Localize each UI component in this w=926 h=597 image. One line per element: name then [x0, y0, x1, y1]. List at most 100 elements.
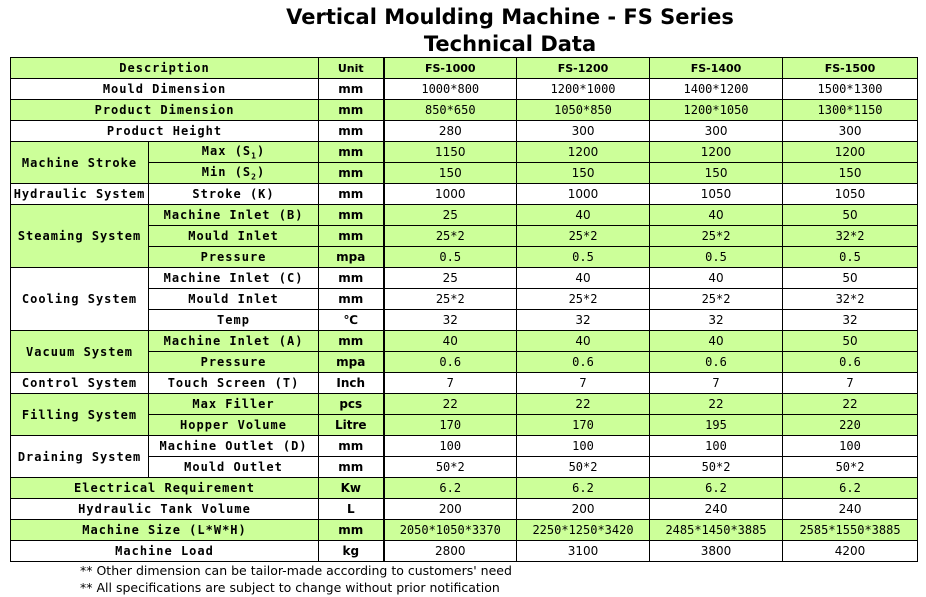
row-value: 1400*1200 [649, 78, 784, 100]
row-unit: L [318, 498, 385, 520]
row-value: 150 [649, 162, 784, 184]
row-value: 280 [382, 120, 518, 142]
row-value: 100 [782, 435, 919, 457]
page-subtitle: Technical Data [423, 32, 597, 56]
row-unit: mm [318, 288, 385, 310]
row-value: 1500*1300 [782, 78, 919, 100]
row-value: 50 [782, 204, 919, 226]
group-label: Control System [10, 372, 149, 394]
row-value: 25 [382, 267, 518, 289]
row-value: 22 [782, 393, 919, 415]
row-unit: Inch [318, 372, 385, 394]
row-value: 25 [382, 204, 518, 226]
row-value: 150 [382, 162, 518, 184]
row-label: Hopper Volume [147, 414, 320, 436]
row-value: 0.5 [382, 246, 518, 268]
table-row: Mould Outlet mm 50*2 50*2 50*2 50*2 [11, 456, 919, 478]
row-label: Mould Outlet [147, 456, 320, 478]
row-value: 50*2 [516, 456, 651, 478]
row-value: 100 [382, 435, 518, 457]
header-description: Description [9, 57, 320, 79]
row-value: 1050 [649, 183, 784, 205]
row-value: 1200 [516, 141, 651, 163]
row-value: 1200 [782, 141, 919, 163]
row-unit: mm [318, 519, 385, 541]
row-value: 150 [516, 162, 651, 184]
footnote: ** All specifications are subject to cha… [80, 580, 500, 595]
table-row: Pressure mpa 0.6 0.6 0.6 0.6 [11, 351, 919, 373]
table-row: Product Dimension mm 850*650 1050*850 12… [9, 99, 919, 121]
row-value: 2250*1250*3420 [516, 519, 651, 541]
row-value: 6.2 [649, 477, 784, 499]
row-unit: mm [318, 99, 385, 121]
row-value: 7 [782, 372, 919, 394]
row-unit: mm [318, 141, 385, 163]
row-value: 0.6 [516, 351, 651, 373]
table-row: Electrical Requirement Kw 6.2 6.2 6.2 6.… [9, 477, 919, 499]
row-value: 32*2 [782, 225, 919, 247]
row-value: 1300*1150 [782, 99, 919, 121]
row-value: 22 [516, 393, 651, 415]
table-row: Pressure mpa 0.5 0.5 0.5 0.5 [11, 246, 919, 268]
header-model: FS-1500 [782, 57, 919, 79]
row-unit: mm [318, 456, 385, 478]
row-value: 32 [649, 309, 784, 331]
row-value: 40 [516, 330, 651, 352]
table-row: Steaming System Machine Inlet (B) mm 25 … [10, 204, 919, 268]
row-label: Hydraulic Tank Volume [9, 498, 320, 520]
row-value: 22 [382, 393, 518, 415]
table-row: Hydraulic Tank Volume L 200 200 240 240 [9, 498, 919, 520]
row-unit: mm [318, 267, 385, 289]
row-label: Min (S2) [147, 162, 320, 184]
row-value: 1000 [516, 183, 651, 205]
row-value: 1150 [382, 141, 518, 163]
table-row: Min (S2) mm 150 150 150 150 [11, 162, 919, 184]
row-label: Temp [147, 309, 320, 331]
row-value: 3800 [649, 540, 784, 562]
row-unit: kg [318, 540, 385, 562]
row-unit: mm [318, 162, 385, 184]
row-unit: Kw [318, 477, 385, 499]
row-value: 25*2 [516, 225, 651, 247]
row-value: 40 [649, 267, 784, 289]
row-unit: pcs [318, 393, 385, 415]
row-unit: mm [318, 435, 385, 457]
row-value: 2050*1050*3370 [382, 519, 518, 541]
row-value: 240 [782, 498, 919, 520]
row-label: Pressure [147, 351, 320, 373]
row-value: 7 [382, 372, 518, 394]
row-value: 300 [782, 120, 919, 142]
table-row: Filling System Max Filler pcs 22 22 22 2… [10, 393, 919, 436]
row-unit: mm [318, 120, 385, 142]
row-value: 32 [782, 309, 919, 331]
row-value: 1200*1000 [516, 78, 651, 100]
row-value: 2800 [382, 540, 518, 562]
row-value: 40 [649, 204, 784, 226]
row-value: 1000 [382, 183, 518, 205]
row-value: 25*2 [382, 225, 518, 247]
row-value: 1050 [782, 183, 919, 205]
group-label: Filling System [10, 393, 149, 436]
table-row: Mould Dimension mm 1000*800 1200*1000 14… [9, 78, 919, 100]
row-value: 0.5 [782, 246, 919, 268]
row-value: 7 [649, 372, 784, 394]
row-value: 195 [649, 414, 784, 436]
row-value: 7 [516, 372, 651, 394]
row-value: 25*2 [649, 288, 784, 310]
row-label: Machine Inlet (C) [147, 267, 320, 289]
row-value: 170 [382, 414, 518, 436]
row-value: 6.2 [516, 477, 651, 499]
header-model: FS-1000 [382, 57, 518, 79]
row-value: 240 [649, 498, 784, 520]
row-value: 40 [516, 267, 651, 289]
row-label: Mould Inlet [147, 288, 320, 310]
table-row: Machine Size (L*W*H) mm 2050*1050*3370 2… [9, 519, 919, 541]
row-value: 25*2 [516, 288, 651, 310]
row-value: 2485*1450*3885 [649, 519, 784, 541]
row-value: 50*2 [782, 456, 919, 478]
row-value: 32 [382, 309, 518, 331]
row-label: Stroke (K) [147, 183, 320, 205]
table-row: Draining System Machine Outlet (D) mm 10… [10, 435, 919, 478]
row-label: Machine Inlet (A) [147, 330, 320, 352]
row-label: Machine Outlet (D) [147, 435, 320, 457]
